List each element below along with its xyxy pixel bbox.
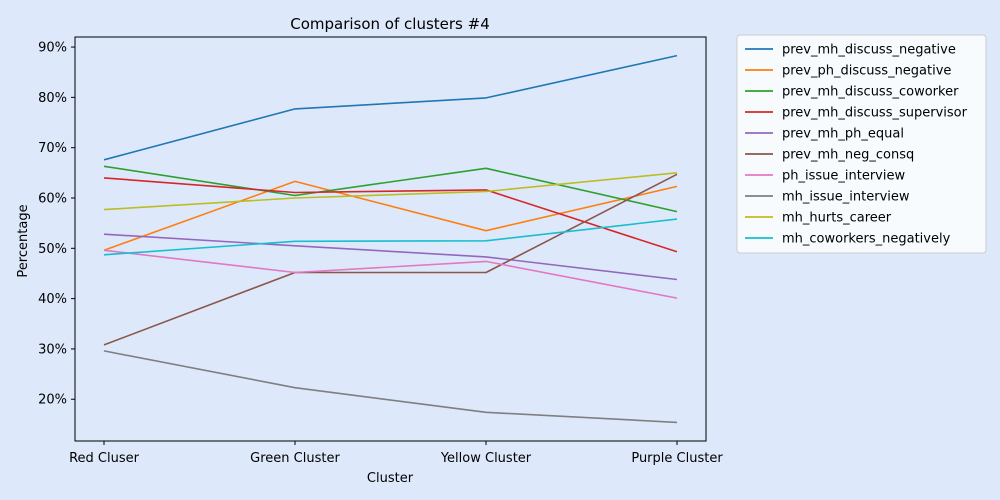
series-line-prev_mh_neg_consq: [103, 173, 678, 346]
y-tick-label: 40%: [38, 292, 67, 307]
legend-label: prev_ph_discuss_negative: [782, 64, 951, 79]
x-tick-label: Yellow Cluster: [440, 451, 532, 466]
x-tick-label: Green Cluster: [250, 451, 340, 466]
series-lines: [103, 54, 678, 424]
x-tick-label: Red Cluser: [69, 451, 140, 466]
y-tick-label: 60%: [38, 191, 67, 206]
y-tick-label: 90%: [38, 41, 67, 56]
legend-label: prev_mh_ph_equal: [782, 127, 904, 142]
legend-box: [736, 34, 987, 254]
series-line-ph_issue_interview: [103, 249, 678, 299]
legend-label: mh_issue_interview: [782, 190, 910, 205]
series-line-prev_mh_discuss_coworker: [103, 165, 678, 213]
series-line-prev_mh_ph_equal: [103, 233, 678, 281]
series-line-mh_coworkers_negatively: [103, 218, 678, 256]
plot-area: [74, 36, 707, 442]
y-tick-label: 50%: [38, 242, 67, 257]
legend-label: prev_mh_neg_consq: [782, 148, 914, 163]
x-tick-label: Purple Cluster: [631, 451, 723, 466]
legend-label: ph_issue_interview: [782, 169, 905, 184]
y-tick-label: 20%: [38, 393, 67, 408]
y-tick-label: 80%: [38, 91, 67, 106]
legend-label: prev_mh_discuss_negative: [782, 43, 956, 58]
y-tick-label: 70%: [38, 141, 67, 156]
legend: prev_mh_discuss_negative prev_ph_discuss_…: [736, 34, 987, 254]
series-line-mh_issue_interview: [103, 350, 678, 424]
y-tick-label: 30%: [38, 342, 67, 357]
series-line-prev_mh_discuss_supervisor: [103, 177, 678, 253]
x-axis-title: Cluster: [367, 471, 414, 486]
y-axis: 20% 30% 40% 50% 60% 70% 80% 90%: [38, 41, 75, 408]
chart-title: Comparison of clusters #4: [290, 15, 490, 33]
legend-label: mh_hurts_career: [782, 211, 892, 226]
y-axis-title: Percentage: [16, 204, 31, 277]
plot-frame: [74, 36, 707, 442]
series-line-prev_ph_discuss_negative: [103, 180, 678, 252]
legend-label: prev_mh_discuss_supervisor: [782, 106, 968, 121]
series-line-prev_mh_discuss_negative: [103, 54, 678, 161]
x-axis: Red Cluser Green Cluster Yellow Cluster Pur…: [69, 441, 723, 466]
series-line-mh_hurts_career: [103, 172, 678, 211]
legend-label: prev_mh_discuss_coworker: [782, 85, 959, 100]
legend-label: mh_coworkers_negatively: [782, 232, 951, 247]
